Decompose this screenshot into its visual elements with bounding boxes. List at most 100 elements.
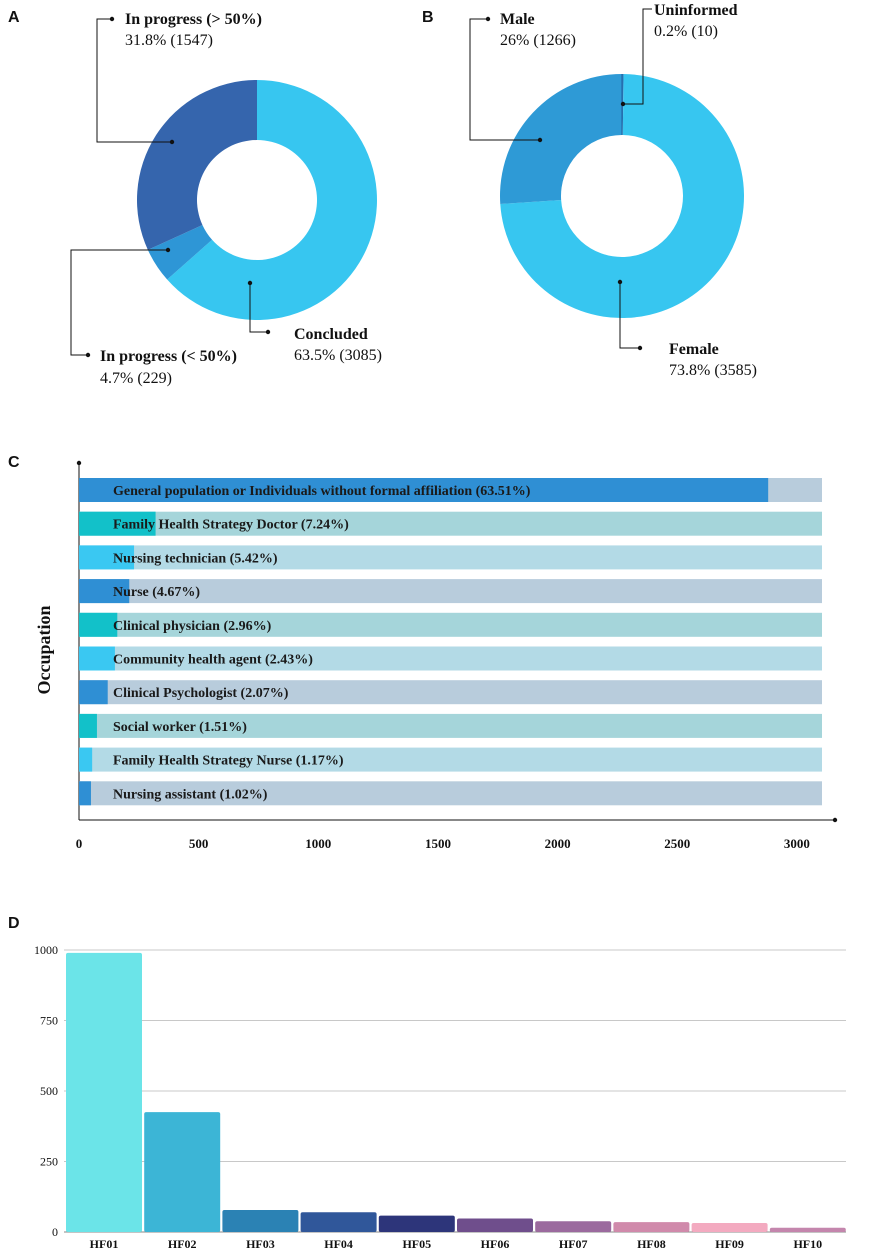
bar-social-worker-1-51 [79, 713, 97, 738]
label-female: Female [669, 341, 719, 358]
slice-concluded [167, 80, 377, 320]
y-axis-title: Occupation [34, 605, 54, 694]
bar-label: Family Health Strategy Nurse (1.17%) [113, 754, 344, 769]
panel-a-leaders [70, 18, 268, 356]
panel-b: B Male 26% (1266) Uninformed 0.2% (10) F… [422, 2, 757, 379]
label-in-progress-gt50: In progress (> 50%) [125, 11, 262, 28]
panel-c-letter: C [8, 454, 20, 471]
leader-dot [485, 16, 491, 22]
x-ticks-c: 0 500 1000 1500 2000 2500 3000 [76, 836, 810, 851]
slice-in-progress-50 [147, 224, 213, 280]
leader-dot [109, 16, 115, 22]
bar-track [79, 747, 822, 772]
value-male: 26% (1266) [500, 32, 576, 49]
bar-hf02 [144, 1112, 221, 1232]
leader-uninformed [623, 8, 652, 105]
leader-dot [617, 279, 623, 285]
panel-b-leaders [469, 8, 652, 349]
bar-hf07 [535, 1221, 612, 1232]
slice-female [500, 74, 744, 318]
leader-male [469, 18, 540, 141]
bar-hf03 [222, 1210, 299, 1232]
leader-dot [85, 352, 91, 358]
leader-dot [247, 280, 253, 286]
value-uninformed: 0.2% (10) [654, 23, 718, 40]
bars-c: General population or Individuals withou… [79, 478, 822, 806]
x-tick-label: HF04 [324, 1237, 353, 1251]
leader-dot [537, 137, 543, 143]
leader-in-progress-lt50 [70, 249, 168, 356]
x-tick-label: 3000 [784, 836, 810, 851]
bar-clinical-psychologist-2-07 [79, 680, 108, 705]
leader-dot [265, 329, 271, 335]
bar-clinical-physician-2-96 [79, 612, 118, 637]
bar-hf01 [66, 952, 142, 1232]
panel-d-letter: D [8, 915, 20, 932]
bar-track [79, 680, 822, 705]
value-female: 73.8% (3585) [669, 362, 757, 379]
x-tick-label: HF03 [246, 1237, 275, 1251]
label-concluded: Concluded [294, 326, 368, 343]
panel-d: D 0 250 500 750 1000 HF01 HF02 HF03 HF04 HF05 HF06… [8, 915, 846, 1251]
label-male: Male [500, 11, 535, 28]
bar-hf08 [613, 1222, 690, 1232]
panel-a-leader-dots [85, 16, 271, 358]
panel-c: C Occupation General population or Indiv… [8, 454, 838, 851]
x-tick-label: HF10 [793, 1237, 822, 1251]
y-tick-label: 500 [40, 1084, 58, 1098]
y-tick-label: 0 [52, 1225, 58, 1239]
label-in-progress-lt50: In progress (< 50%) [100, 348, 237, 365]
axis-end-dot [832, 817, 838, 823]
value-concluded: 63.5% (3085) [294, 347, 382, 364]
bar-track [79, 511, 822, 536]
bar-label: Clinical physician (2.96%) [113, 619, 272, 634]
bar-track [79, 545, 822, 570]
x-tick-label: 500 [189, 836, 209, 851]
leader-in-progress-gt50 [96, 18, 172, 143]
x-tick-label: 2500 [664, 836, 690, 851]
bar-track [79, 781, 822, 806]
bar-label: Family Health Strategy Doctor (7.24%) [113, 518, 349, 533]
x-tick-label: 0 [76, 836, 83, 851]
panel-a-letter: A [8, 9, 20, 26]
bar-hf10 [769, 1227, 846, 1232]
bar-hf09 [691, 1222, 768, 1232]
panel-a: A In progress (> 50%) 31.8% (1547) In pr… [8, 9, 382, 387]
leader-female [619, 282, 640, 349]
bar-label: Community health agent (2.43%) [113, 653, 313, 668]
bar-label: General population or Individuals withou… [113, 484, 531, 499]
bar-track [79, 646, 822, 671]
x-tick-label: HF08 [637, 1237, 666, 1251]
leader-dot [169, 139, 175, 145]
x-tick-label: HF09 [715, 1237, 744, 1251]
bar-nurse-4-67 [79, 579, 130, 604]
axis-end-dot [76, 460, 82, 466]
y-tick-label: 1000 [34, 943, 58, 957]
donut-a [136, 80, 377, 320]
bar-label: Clinical Psychologist (2.07%) [113, 686, 289, 701]
bars-d [66, 952, 846, 1232]
bar-label: Nursing technician (5.42%) [113, 551, 278, 566]
bar-nursing-assistant-1-02 [79, 781, 91, 806]
leader-dot [165, 247, 171, 253]
bar-hf06 [457, 1218, 533, 1232]
bar-track [79, 612, 822, 637]
bar-general-population-or-individuals-withou [79, 478, 769, 502]
x-tick-label: HF05 [402, 1237, 431, 1251]
slice-male [499, 74, 622, 204]
bar-label: Social worker (1.51%) [113, 720, 247, 735]
bar-hf04 [300, 1212, 377, 1232]
bar-track [79, 579, 822, 604]
panel-b-leader-dots [485, 16, 643, 351]
leader-concluded [249, 283, 268, 333]
bar-nursing-technician-5-42 [79, 545, 135, 570]
x-tick-label: HF02 [168, 1237, 197, 1251]
bar-track [79, 713, 822, 738]
bar-family-health-strategy-doctor-7-24 [79, 511, 156, 536]
slice-in-progress-50 [136, 80, 257, 250]
bar-label: Nursing assistant (1.02%) [113, 787, 268, 802]
leader-dot [637, 345, 643, 351]
x-tick-label: HF01 [90, 1237, 119, 1251]
x-tick-label: HF07 [559, 1237, 588, 1251]
